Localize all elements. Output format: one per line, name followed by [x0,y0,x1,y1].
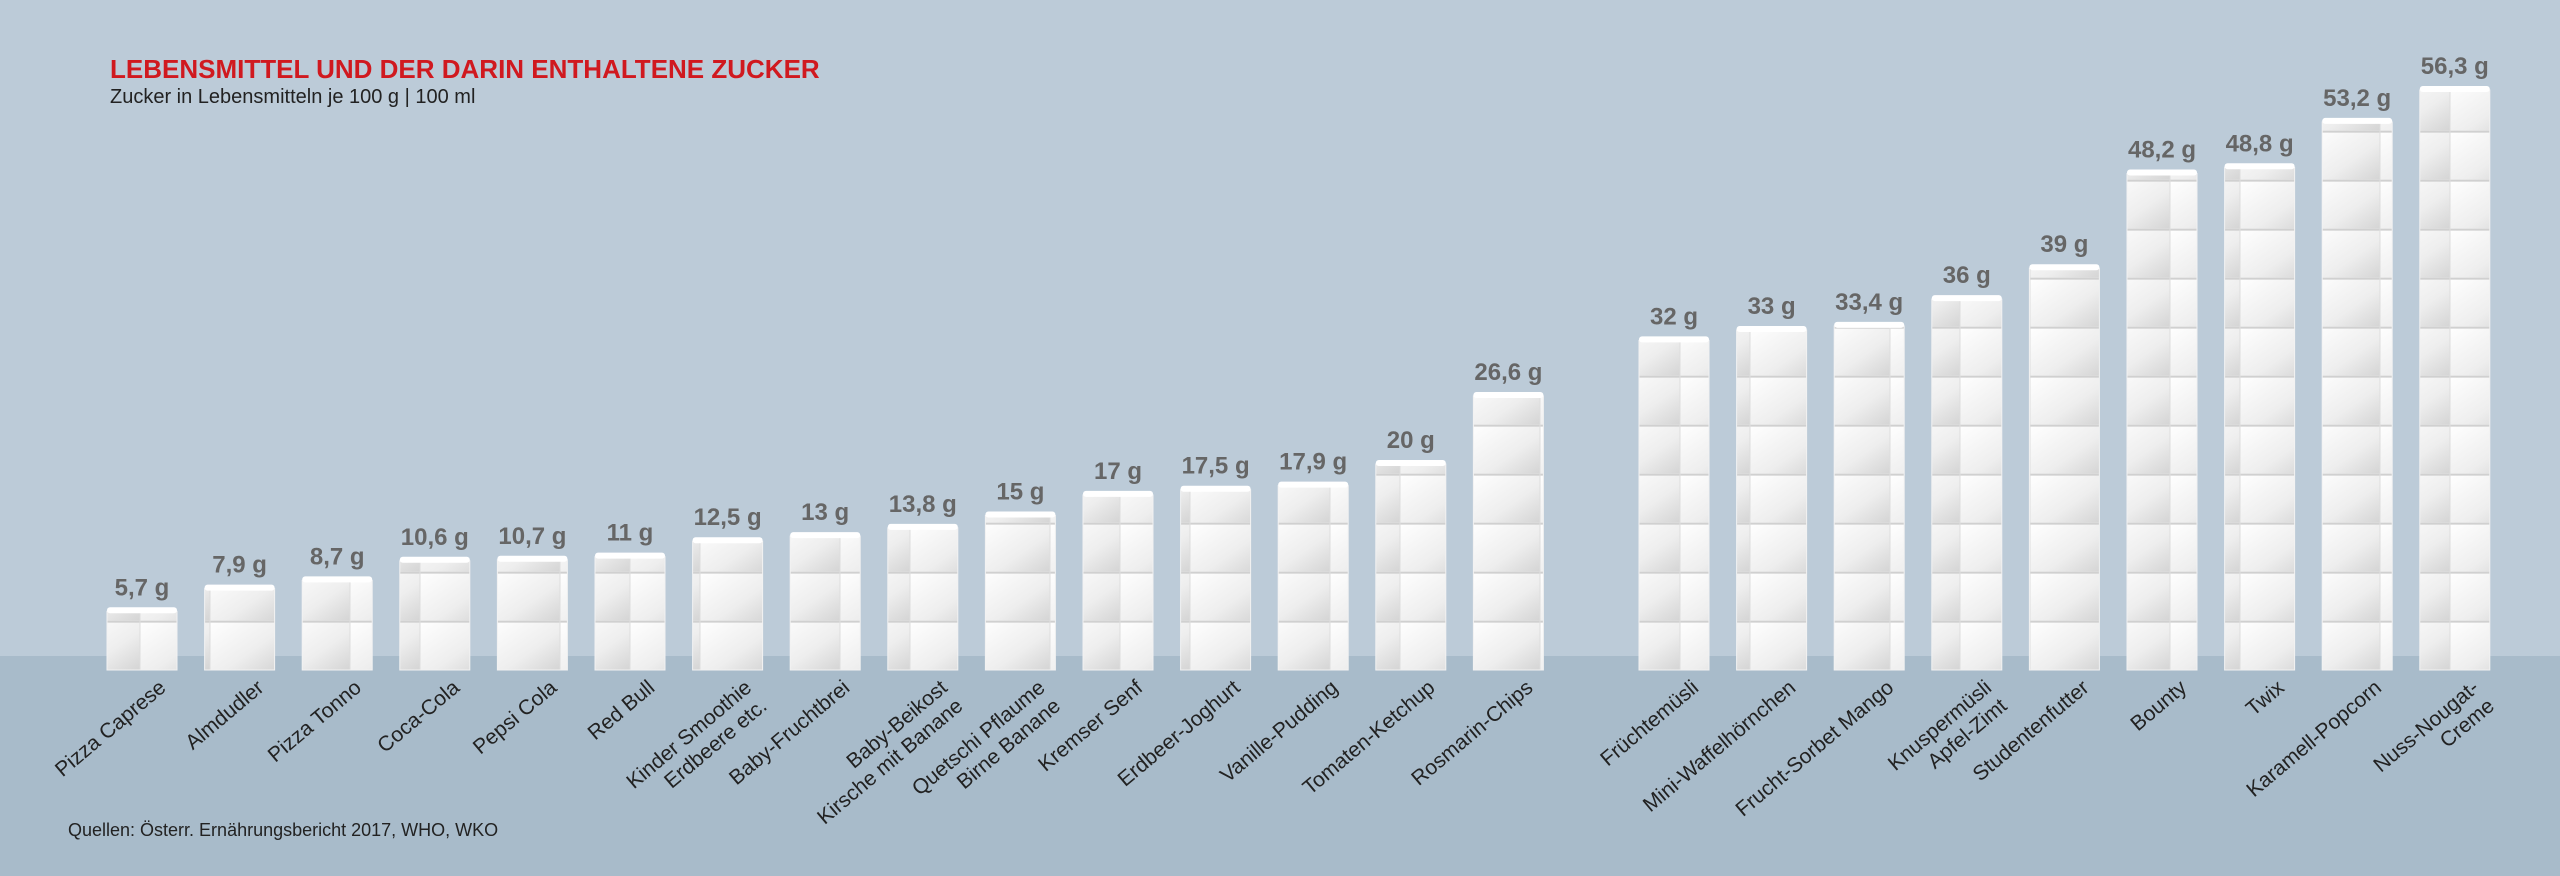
bar-top [1834,321,1905,328]
bar [2419,89,2491,671]
bar [496,559,568,671]
value-label: 13,8 g [889,491,957,518]
value-label: 17,9 g [1279,449,1347,476]
bar [204,588,276,671]
bar-top [107,607,177,614]
bar-top [2029,264,2100,271]
bar-top [692,537,763,544]
value-label: 39 g [2040,231,2088,258]
bar [984,514,1056,671]
value-label: 10,6 g [401,524,469,551]
bar [1277,485,1349,671]
value-label: 36 g [1943,262,1991,289]
value-label: 53,2 g [2323,85,2391,112]
bar-top [2419,86,2490,92]
value-label: 20 g [1387,427,1435,454]
bar [1472,395,1544,671]
value-label: 5,7 g [115,574,170,601]
bar [594,556,666,671]
value-label: 11 g [607,520,654,547]
bar [2224,166,2296,671]
bar [1638,339,1710,671]
bar [1931,298,2003,671]
value-label: 17 g [1094,458,1142,485]
bar-top [399,556,470,563]
value-label: 7,9 g [212,552,267,579]
bar-top [2224,163,2295,170]
value-label: 33,4 g [1835,289,1903,316]
bar-top [2322,117,2393,124]
bar-top [1639,336,1709,343]
bar [399,560,471,671]
chart-title: LEBENSMITTEL UND DER DARIN ENTHALTENE ZU… [110,54,820,84]
chart-subtitle: Zucker in Lebensmitteln je 100 g | 100 m… [110,86,476,108]
value-label: 10,7 g [498,523,566,550]
source-note: Quellen: Österr. Ernährungsbericht 2017,… [68,820,499,840]
bar-top [204,584,275,591]
value-label: 32 g [1650,303,1698,330]
bar-top [1375,459,1446,466]
bar-top [887,523,958,530]
value-label: 48,8 g [2226,130,2294,157]
bar-top [1473,391,1544,398]
bar-top [790,532,861,539]
bar [692,540,764,671]
bar [106,610,178,671]
bar-top [985,511,1056,518]
bar [789,535,861,671]
bar-top [1180,485,1251,492]
value-label: 26,6 g [1474,359,1542,386]
bar-top [1931,295,2002,302]
value-label: 48,2 g [2128,136,2196,163]
bar [1375,463,1447,671]
bar [2321,121,2393,671]
bar-top [1736,326,1807,333]
ground [0,656,2560,876]
bar [887,527,959,671]
value-label: 13 g [801,499,849,526]
value-label: 56,3 g [2421,53,2489,80]
bar [2028,267,2100,671]
bar-top [1278,481,1349,488]
bar-top [497,555,568,562]
bar-top [302,576,373,583]
value-label: 17,5 g [1182,453,1250,480]
bar-top [1083,490,1153,497]
bar-top [595,552,665,559]
bar-top [2127,169,2197,176]
bar [301,579,373,671]
bar [1082,494,1154,671]
bar [1180,489,1252,671]
bar [2126,172,2198,671]
value-label: 12,5 g [694,504,762,531]
value-label: 15 g [996,478,1044,505]
bar [1736,329,1808,671]
bar [1833,325,1905,671]
value-label: 8,7 g [310,543,365,570]
value-label: 33 g [1748,293,1796,320]
